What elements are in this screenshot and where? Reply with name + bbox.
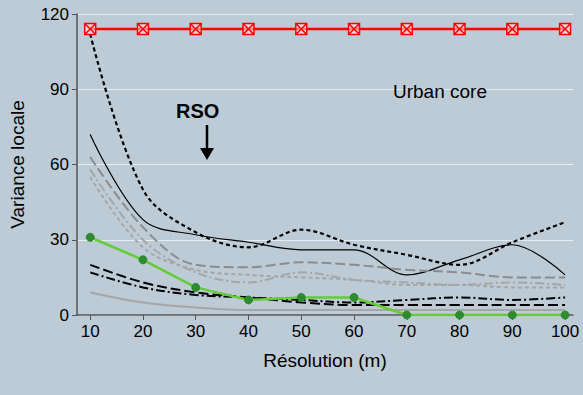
svg-text:50: 50 [292, 322, 311, 341]
svg-text:RSO: RSO [176, 100, 219, 122]
svg-text:Résolution (m): Résolution (m) [263, 350, 387, 371]
svg-text:80: 80 [450, 322, 469, 341]
svg-text:10: 10 [81, 322, 100, 341]
svg-text:90: 90 [503, 322, 522, 341]
svg-text:40: 40 [239, 322, 258, 341]
svg-text:60: 60 [345, 322, 364, 341]
svg-text:30: 30 [186, 322, 205, 341]
svg-text:20: 20 [133, 322, 152, 341]
svg-text:0: 0 [60, 306, 69, 325]
svg-text:120: 120 [41, 5, 69, 24]
svg-text:60: 60 [50, 155, 69, 174]
svg-text:Urban core: Urban core [393, 81, 487, 102]
svg-text:Variance locale: Variance locale [7, 100, 28, 229]
svg-text:90: 90 [50, 80, 69, 99]
svg-text:70: 70 [397, 322, 416, 341]
svg-text:100: 100 [551, 322, 579, 341]
svg-text:30: 30 [50, 230, 69, 249]
